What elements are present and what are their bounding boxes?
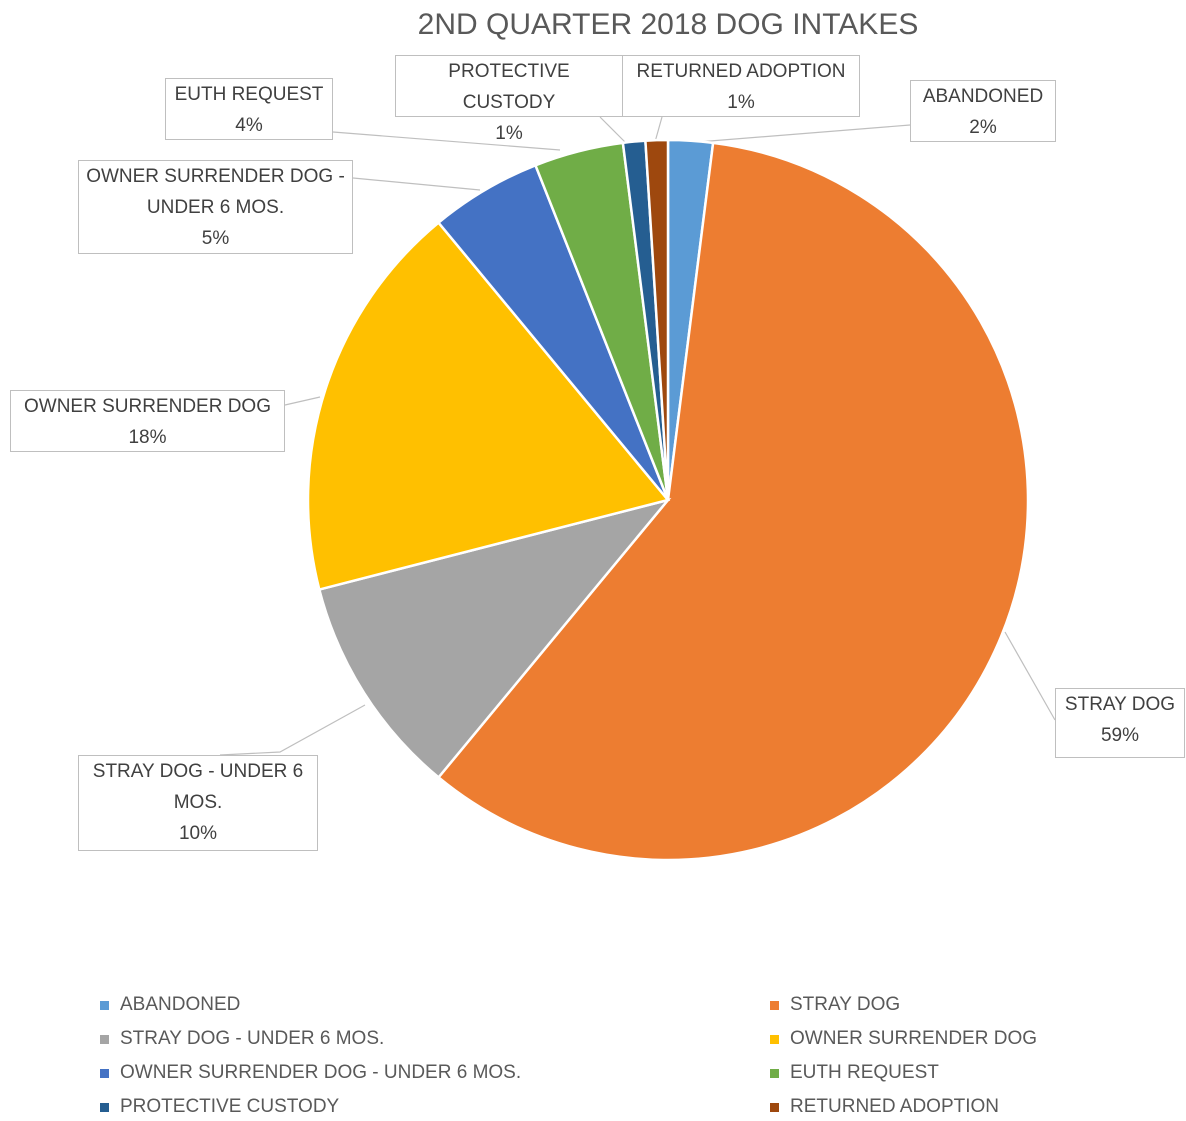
data-label-value: 2% [969, 117, 997, 138]
legend-item: OWNER SURRENDER DOG - UNDER 6 MOS. [100, 1062, 521, 1084]
pie [306, 138, 1030, 862]
legend-label: RETURNED ADOPTION [790, 1096, 1000, 1117]
data-label-category: EUTH REQUEST [174, 84, 324, 105]
leader-line [284, 396, 321, 406]
legend-swatch [100, 1068, 109, 1078]
legend-label: ABANDONED [120, 994, 241, 1015]
legend-label: PROTECTIVE CUSTODY [120, 1096, 340, 1117]
data-label-value: 1% [495, 123, 523, 144]
data-label-category: STRAY DOG [1064, 694, 1176, 715]
data-label-category: STRAY DOG - UNDER 6 MOS. [92, 761, 304, 813]
leader-line [332, 131, 561, 151]
data-label-value: 5% [201, 228, 230, 249]
legend-item: EUTH REQUEST [770, 1062, 939, 1084]
data-label-value: 4% [235, 115, 263, 136]
legend-item: RETURNED ADOPTION [770, 1096, 999, 1118]
legend-swatch [100, 1034, 109, 1044]
pie-slice [306, 220, 671, 592]
legend-swatch [770, 1000, 779, 1010]
legend-item: STRAY DOG - UNDER 6 MOS. [100, 1028, 384, 1050]
data-label: STRAY DOG - UNDER 6 MOS. 10% [78, 755, 318, 851]
pie-slice [436, 141, 1030, 862]
data-label-value: 18% [128, 427, 167, 448]
leader-line [654, 116, 663, 143]
data-label: STRAY DOG 59% [1055, 688, 1185, 758]
leader-line [352, 177, 481, 191]
chart-title: 2ND QUARTER 2018 DOG INTAKES [417, 8, 919, 41]
leader-line [219, 704, 366, 756]
data-label-category: PROTECTIVE CUSTODY [448, 61, 570, 113]
data-label-category: RETURNED ADOPTION [636, 61, 846, 82]
data-label: PROTECTIVE CUSTODY 1% [395, 55, 623, 144]
legend-item: PROTECTIVE CUSTODY [100, 1096, 339, 1118]
legend-label: OWNER SURRENDER DOG - UNDER 6 MOS. [120, 1062, 522, 1083]
legend-swatch [100, 1102, 109, 1112]
legend-label: STRAY DOG [790, 994, 901, 1015]
data-label: EUTH REQUEST 4% [165, 78, 333, 140]
legend-item: OWNER SURRENDER DOG [770, 1028, 1037, 1050]
leader-line [599, 116, 626, 143]
data-label-value: 10% [178, 823, 218, 844]
legend-swatch [770, 1102, 779, 1112]
legend-item: STRAY DOG [770, 994, 900, 1016]
leader-line [684, 124, 911, 144]
data-label: OWNER SURRENDER DOG 18% [10, 390, 285, 452]
leader-lines [219, 116, 1056, 756]
data-label: RETURNED ADOPTION 1% [622, 55, 860, 117]
data-label-value: 59% [1100, 725, 1140, 746]
data-label: ABANDONED 2% [910, 80, 1056, 142]
data-label: OWNER SURRENDER DOG - UNDER 6 MOS. 5% [78, 160, 353, 254]
legend-swatch [770, 1034, 779, 1044]
pie-slice [317, 497, 672, 780]
legend-swatch [770, 1068, 779, 1078]
legend-label: EUTH REQUEST [790, 1062, 939, 1083]
data-label-category: OWNER SURRENDER DOG [23, 396, 271, 417]
legend-label: OWNER SURRENDER DOG [790, 1028, 1038, 1049]
data-label-value: 1% [727, 92, 755, 113]
data-label-category: OWNER SURRENDER DOG - UNDER 6 MOS. [86, 166, 345, 218]
legend-item: ABANDONED [100, 994, 240, 1016]
legend-label: STRAY DOG - UNDER 6 MOS. [120, 1028, 385, 1049]
legend-swatch [100, 1000, 109, 1010]
pie-slice [644, 138, 670, 501]
leader-line [1004, 631, 1056, 721]
data-label-category: ABANDONED [922, 86, 1044, 107]
